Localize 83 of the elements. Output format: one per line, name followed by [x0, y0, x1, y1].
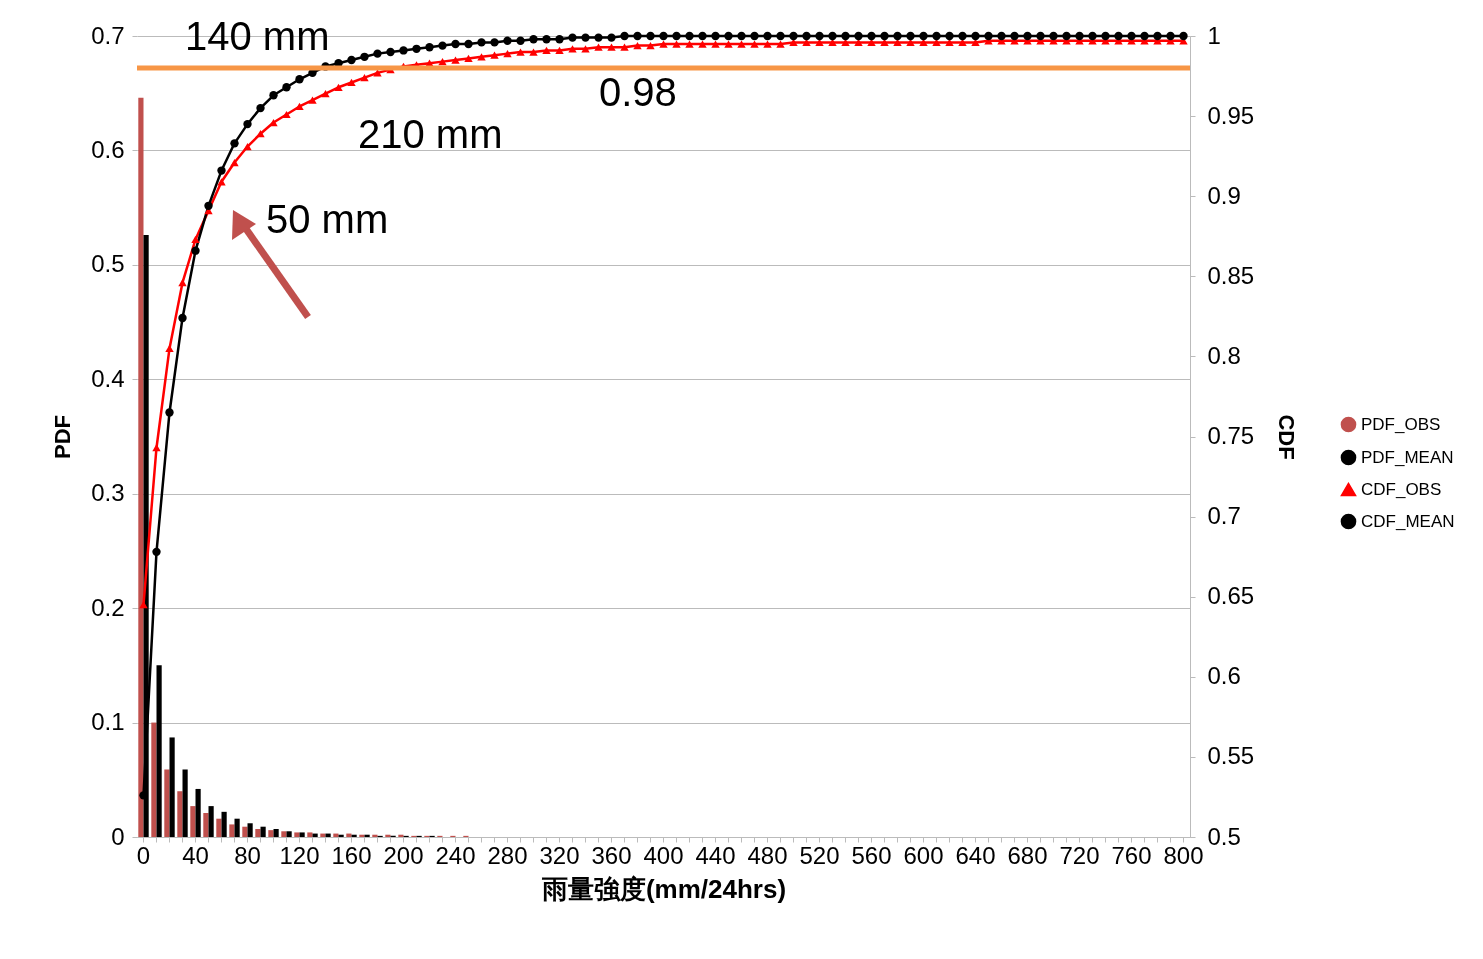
- bar: [255, 828, 261, 837]
- x-tick-label: 80: [234, 841, 261, 869]
- bar: [398, 834, 404, 837]
- y-tick-label: 0.3: [91, 479, 125, 507]
- annotation: 210 mm: [358, 112, 503, 156]
- bar: [260, 826, 266, 837]
- legend-label: CDF_OBS: [1361, 479, 1442, 499]
- x-tick-label: 560: [851, 841, 892, 869]
- y2-tick-label: 1: [1207, 21, 1221, 49]
- x-tick-label: 680: [1007, 841, 1048, 869]
- bar: [247, 823, 253, 837]
- bar: [286, 831, 292, 837]
- bar: [216, 818, 222, 837]
- bar: [346, 833, 352, 837]
- bar: [234, 818, 240, 837]
- bar: [151, 722, 157, 837]
- bar: [294, 832, 300, 837]
- y2-tick-label: 0.55: [1207, 742, 1255, 770]
- legend-label: CDF_MEAN: [1361, 511, 1455, 531]
- bar: [169, 737, 175, 837]
- bar: [359, 834, 365, 837]
- bar: [182, 769, 188, 837]
- x-tick-label: 760: [1111, 841, 1152, 869]
- y-tick-label: 0.7: [91, 21, 125, 49]
- y-tick-label: 0.6: [91, 135, 125, 163]
- y2-tick-label: 0.5: [1207, 822, 1241, 850]
- bar: [268, 830, 274, 837]
- y-tick-label: 0.1: [91, 708, 125, 736]
- bar: [190, 806, 196, 837]
- bar: [273, 828, 279, 837]
- x-tick-label: 280: [487, 841, 528, 869]
- y2-tick-label: 0.8: [1207, 341, 1241, 369]
- x-tick-label: 400: [643, 841, 684, 869]
- x-tick-label: 360: [591, 841, 632, 869]
- x-tick-label: 200: [383, 841, 424, 869]
- y-tick-label: 0.5: [91, 250, 125, 278]
- y2-axis-title: CDF: [1274, 414, 1300, 460]
- bar: [164, 769, 170, 837]
- x-axis-title: 雨量強度(mm/24hrs): [540, 873, 787, 904]
- x-tick-label: 640: [955, 841, 996, 869]
- x-tick-label: 320: [539, 841, 580, 869]
- bar: [299, 832, 305, 837]
- legend-label: PDF_OBS: [1361, 414, 1441, 434]
- y-tick-label: 0.4: [91, 364, 125, 392]
- bar: [242, 826, 248, 837]
- bar: [385, 834, 391, 837]
- x-tick-label: 120: [279, 841, 320, 869]
- bar: [177, 791, 183, 837]
- y2-tick-label: 0.85: [1207, 261, 1255, 289]
- legend-label: PDF_MEAN: [1361, 447, 1454, 467]
- bar: [320, 833, 326, 837]
- y2-tick-label: 0.9: [1207, 181, 1241, 209]
- x-tick-label: 440: [695, 841, 736, 869]
- annotation: 50 mm: [266, 197, 389, 241]
- x-tick-label: 480: [747, 841, 788, 869]
- y2-tick-label: 0.7: [1207, 502, 1241, 530]
- x-tick-label: 720: [1059, 841, 1100, 869]
- y-axis-title: PDF: [50, 415, 76, 459]
- bar: [195, 788, 201, 837]
- annotation: 140 mm: [185, 14, 330, 58]
- bar: [156, 665, 162, 837]
- y2-tick-label: 0.95: [1207, 101, 1255, 129]
- x-tick-label: 40: [182, 841, 209, 869]
- y-tick-label: 0.2: [91, 593, 125, 621]
- bar: [203, 812, 209, 837]
- y2-tick-label: 0.6: [1207, 662, 1241, 690]
- bar: [221, 811, 227, 837]
- x-tick-label: 0: [136, 841, 151, 869]
- x-tick-label: 160: [331, 841, 372, 869]
- bar: [281, 831, 287, 837]
- ref-line-label: 0.98: [599, 70, 677, 115]
- y2-tick-label: 0.65: [1207, 582, 1255, 610]
- bar: [229, 824, 235, 837]
- x-tick-label: 800: [1163, 841, 1204, 869]
- bar: [208, 806, 214, 837]
- y2-tick-label: 0.75: [1207, 422, 1255, 449]
- x-tick-label: 520: [799, 841, 840, 869]
- x-tick-label: 240: [435, 841, 476, 869]
- bar: [333, 833, 339, 837]
- bar: [307, 832, 313, 837]
- x-tick-label: 600: [903, 841, 944, 869]
- bar: [372, 834, 378, 837]
- y-tick-label: 0: [111, 822, 125, 850]
